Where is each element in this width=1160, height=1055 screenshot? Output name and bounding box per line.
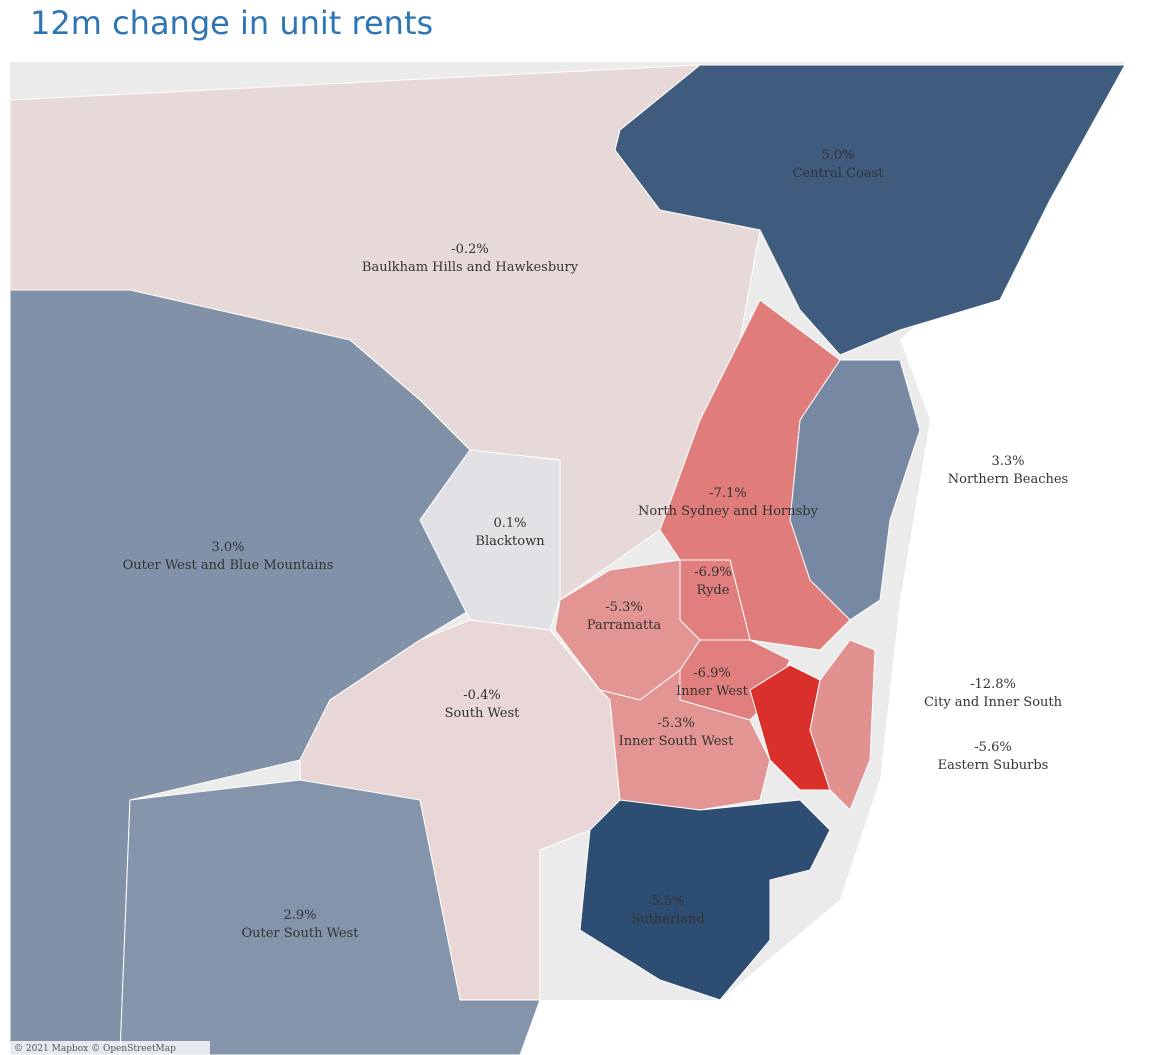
region-name: Parramatta xyxy=(587,618,662,633)
attribution: © 2021 Mapbox © OpenStreetMap xyxy=(14,1044,176,1054)
region-name: South West xyxy=(445,706,521,721)
region-value: 0.1% xyxy=(493,516,526,531)
region-name: Inner West xyxy=(676,684,749,699)
region-value: -6.9% xyxy=(694,565,731,580)
region xyxy=(299,619,621,1001)
region-value: 3.0% xyxy=(211,540,244,555)
region-value: 3.3% xyxy=(991,454,1024,469)
labels: -0.2% Baulkham Hills and Hawkesbury 5.0% Ce… xyxy=(123,148,1069,941)
region-name: City and Inner South xyxy=(924,695,1063,710)
region-value: -12.8% xyxy=(970,677,1016,692)
region-name: Eastern Suburbs xyxy=(938,758,1049,773)
attribution-box xyxy=(10,1041,210,1055)
region-name: Blacktown xyxy=(475,534,545,549)
region-name: Outer West and Blue Mountains xyxy=(123,558,334,573)
region-name: Sutherland xyxy=(631,912,704,927)
map-title: 12m change in unit rents xyxy=(30,4,434,42)
region-name: Baulkham Hills and Hawkesbury xyxy=(362,260,579,275)
region xyxy=(614,64,1126,356)
region-value: 5.0% xyxy=(821,148,854,163)
region-name: Central Coast xyxy=(793,166,885,181)
region-value: -5.3% xyxy=(605,600,642,615)
region-value: 2.9% xyxy=(283,908,316,923)
region-value: -6.9% xyxy=(693,666,730,681)
region-value: -0.2% xyxy=(451,242,488,257)
region-name: Northern Beaches xyxy=(948,472,1068,487)
region xyxy=(809,639,876,811)
region-value: -5.3% xyxy=(657,716,694,731)
region-value: -5.6% xyxy=(974,740,1011,755)
region xyxy=(579,799,831,1001)
region-name: Ryde xyxy=(697,583,730,598)
region-value: -7.1% xyxy=(709,486,746,501)
region xyxy=(119,779,541,1055)
region-name: Inner South West xyxy=(619,734,734,749)
region-value: -0.4% xyxy=(463,688,500,703)
regions xyxy=(9,64,1126,1055)
region-value: 5.5% xyxy=(651,894,684,909)
region-name: Outer South West xyxy=(241,926,359,941)
region-name: North Sydney and Hornsby xyxy=(638,504,819,519)
sea xyxy=(520,62,1125,1055)
